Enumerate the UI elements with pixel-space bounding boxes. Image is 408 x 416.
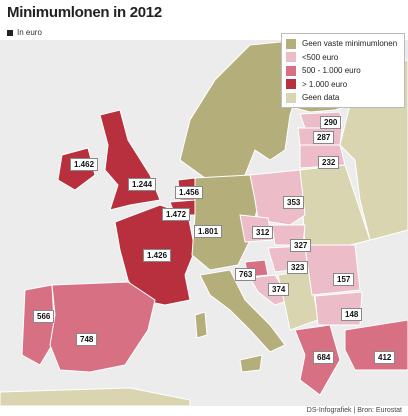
legend-row-lt500: <500 euro [286,51,400,65]
value-label-czechia: 312 [252,226,274,239]
value-label-uk: 1.244 [128,178,157,191]
value-label-luxembourg: 1.801 [194,225,223,238]
value-label-belgium: 1.472 [162,208,191,221]
value-label-portugal: 566 [33,310,55,323]
value-label-ireland: 1.462 [70,158,99,171]
region-italy [199,269,286,353]
value-label-slovakia: 327 [290,239,312,252]
value-label-slovenia: 763 [235,268,257,281]
region-romania [304,244,361,296]
value-label-spain: 748 [76,333,98,346]
value-label-poland: 353 [283,196,305,209]
value-label-france: 1.426 [143,249,172,262]
map-title: Minimumlonen in 2012 [7,4,162,21]
legend-swatch-none [286,38,296,49]
value-label-hungary: 323 [287,261,309,274]
legend-row-high: > 1.000 euro [286,78,400,92]
region-africa [0,387,191,406]
legend-swatch-nodata [286,92,296,103]
legend-swatch-mid [286,65,296,76]
value-label-croatia: 374 [268,283,290,296]
value-label-greece: 684 [313,351,335,364]
legend-row-none: Geen vaste minimumlonen [286,37,400,51]
legend: Geen vaste minimumlonen <500 euro 500 - … [281,33,405,108]
legend-label-lt500: <500 euro [302,52,339,62]
legend-label-nodata: Geen data [302,93,340,103]
legend-label-none: Geen vaste minimumlonen [302,39,398,49]
unit-marker [7,29,13,36]
source-credit: DS-Infografiek | Bron: Eurostat [306,407,402,414]
unit-note: In euro [7,28,42,37]
legend-label-mid: 500 - 1.000 euro [302,66,361,76]
region-sicily [239,354,263,373]
unit-note-text: In euro [17,28,42,37]
value-label-turkey: 412 [374,351,396,364]
value-label-estonia: 290 [320,116,342,129]
value-label-lithuania: 232 [318,156,340,169]
legend-swatch-high [286,79,296,90]
legend-swatch-lt500 [286,52,296,63]
value-label-romania: 157 [333,273,355,286]
legend-row-mid: 500 - 1.000 euro [286,64,400,78]
region-sardinia [194,311,208,339]
region-spain [49,281,156,373]
value-label-netherlands: 1.456 [175,186,204,199]
region-portugal [21,284,56,366]
value-label-latvia: 287 [313,131,335,144]
legend-row-nodata: Geen data [286,91,400,105]
legend-label-high: > 1.000 euro [302,79,348,89]
value-label-bulgaria: 148 [341,308,363,321]
